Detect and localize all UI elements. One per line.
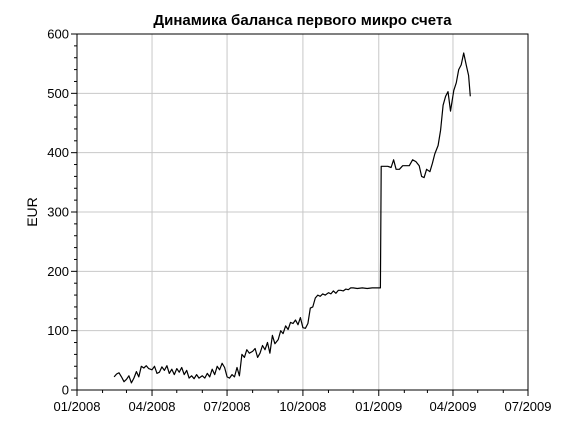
x-tick-label: 01/2009 bbox=[355, 399, 402, 414]
y-tick-label: 500 bbox=[47, 86, 69, 101]
axes: 01/2008 04/2008 07/2008 10/2008 01/2009 04/20… bbox=[47, 27, 551, 415]
y-tick-label: 0 bbox=[62, 383, 69, 398]
chart-title: Динамика баланса первого микро счета bbox=[153, 12, 452, 29]
x-tick-label: 01/2008 bbox=[54, 399, 101, 414]
y-axis-title: EUR bbox=[24, 197, 40, 227]
y-tick-label: 200 bbox=[47, 264, 69, 279]
x-tick-label: 07/2009 bbox=[505, 399, 552, 414]
x-tick-label: 04/2008 bbox=[129, 399, 176, 414]
y-tick-label: 300 bbox=[47, 205, 69, 220]
grid-lines bbox=[77, 34, 528, 390]
x-tick-label: 07/2008 bbox=[204, 399, 251, 414]
x-tick-label: 04/2009 bbox=[429, 399, 476, 414]
y-tick-label: 100 bbox=[47, 323, 69, 338]
y-tick-label: 400 bbox=[47, 145, 69, 160]
x-tick-label: 10/2008 bbox=[279, 399, 326, 414]
balance-series-line bbox=[113, 52, 471, 384]
y-tick-label: 600 bbox=[47, 27, 69, 42]
